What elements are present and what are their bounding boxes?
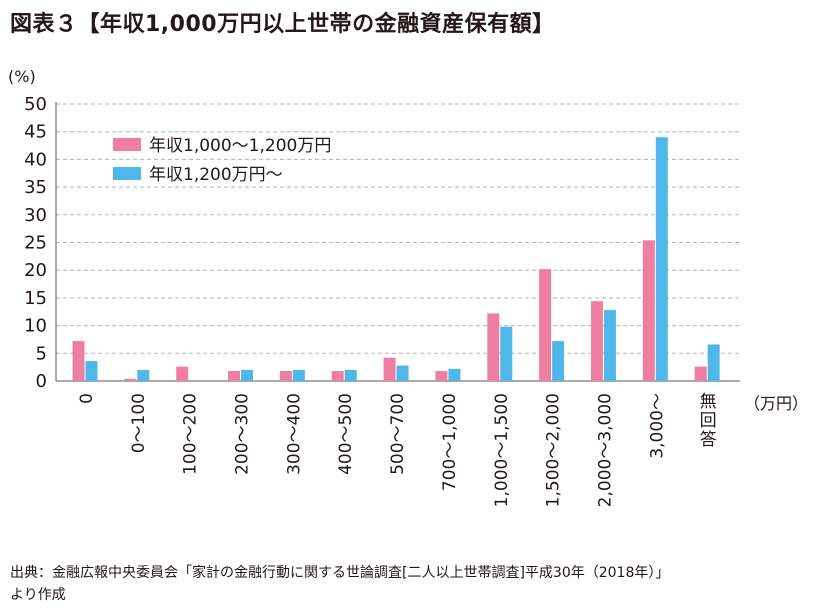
legend-swatch-1 (113, 138, 141, 151)
bar-series-1-10 (590, 301, 603, 381)
x-tick-label: 1,000～1,500 (492, 393, 512, 507)
bar-series-1-3 (228, 371, 241, 381)
y-tick-label: 50 (24, 94, 47, 115)
x-tick-label: 2,000～3,000 (595, 393, 615, 507)
y-tick-label: 35 (24, 177, 47, 198)
x-tick-label: 100～200 (181, 393, 201, 475)
bar-series-2-3 (241, 369, 254, 381)
x-tick-label: 1,500～2,000 (544, 393, 564, 507)
x-tick-label: 0 (77, 393, 97, 404)
x-tick-label: 0～100 (129, 393, 149, 453)
bar-series-1-4 (279, 371, 292, 381)
bar-series-2-0 (85, 361, 98, 381)
bar-series-1-8 (487, 313, 500, 381)
bar-series-2-9 (552, 341, 565, 381)
y-tick-label: 10 (24, 316, 47, 337)
source-line-1: 出典：金融広報中央委員会「家計の金融行動に関する世論調査[二人以上世帯調査]平成… (10, 565, 670, 581)
source-line-2: より作成 (10, 587, 66, 603)
legend-swatch-2 (113, 167, 141, 180)
y-tick-label: 25 (24, 233, 47, 254)
source-note: 出典：金融広報中央委員会「家計の金融行動に関する世論調査[二人以上世帯調査]平成… (10, 562, 810, 606)
y-tick-label: 45 (24, 122, 47, 143)
x-tick-label: 無回答 (700, 392, 717, 450)
chart-title: 図表３【年収1,000万円以上世帯の金融資産保有額】 (10, 12, 555, 37)
legend-label-2: 年収1,200万円～ (149, 165, 283, 185)
x-tick-labels: 0 0～100 100～200 200～300 300～400 400～500 500～70… (77, 392, 717, 507)
y-tick-label: 40 (24, 149, 47, 170)
y-tick-label: 0 (36, 371, 47, 392)
bar-series-2-7 (448, 368, 461, 381)
bar-series-1-2 (176, 366, 189, 381)
y-tick-label: 30 (24, 205, 47, 226)
x-tick-label: 700～1,000 (440, 393, 460, 491)
legend-label-1: 年収1,000～1,200万円 (149, 136, 331, 156)
bar-series-2-12 (707, 344, 720, 381)
bar-series-2-1 (137, 369, 150, 381)
y-tick-label: 20 (24, 260, 47, 281)
bar-series-1-1 (124, 378, 137, 381)
bar-series-1-5 (331, 371, 344, 381)
y-axis-label: (%) (8, 67, 36, 86)
x-tick-label: 400～500 (336, 393, 356, 475)
y-tick-labels: 0 5 10 15 20 25 30 35 40 45 50 (24, 94, 47, 392)
bar-series-1-0 (72, 341, 85, 381)
bar-series-1-9 (539, 269, 552, 381)
x-axis-unit-label: （万円） (744, 394, 808, 413)
bars (72, 137, 720, 381)
x-tick-label: 300～400 (284, 393, 304, 475)
bar-series-2-6 (396, 365, 409, 381)
bar-series-2-10 (603, 310, 616, 381)
x-tick-label: 200～300 (233, 393, 253, 475)
bar-series-2-11 (655, 137, 668, 381)
bar-series-2-8 (500, 326, 513, 381)
bar-series-1-11 (642, 240, 655, 381)
bar-series-2-4 (292, 369, 305, 381)
chart: 0 5 10 15 20 25 30 35 40 45 50 (%) 0 0～100 100～200 20… (8, 67, 808, 507)
bar-series-2-5 (344, 369, 357, 381)
bar-series-1-7 (435, 371, 448, 381)
x-tick-label: 500～700 (388, 393, 408, 475)
bar-series-1-12 (694, 366, 707, 381)
y-tick-label: 15 (24, 288, 47, 309)
bar-series-1-6 (383, 357, 396, 381)
y-tick-label: 5 (36, 343, 47, 364)
x-tick-label: 3,000～ (647, 393, 667, 459)
